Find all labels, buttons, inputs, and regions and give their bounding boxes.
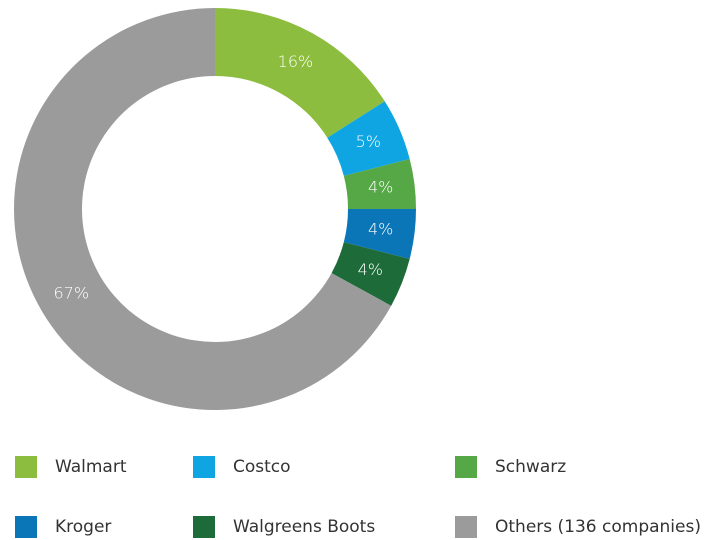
value-label: 4% <box>368 178 393 197</box>
value-label: 5% <box>356 132 381 151</box>
legend-label: Costco <box>233 457 291 477</box>
value-label: 4% <box>368 219 393 238</box>
legend-label: Others (136 companies) <box>495 517 701 537</box>
value-label: 16% <box>278 52 314 71</box>
legend-label: Schwarz <box>495 457 566 477</box>
slice <box>327 101 410 176</box>
legend-swatch <box>193 456 215 478</box>
legend-swatch <box>15 456 37 478</box>
legend-swatch <box>15 516 37 538</box>
legend-swatch <box>455 516 477 538</box>
legend-label: Walmart <box>55 457 127 477</box>
value-label: 67% <box>53 284 89 303</box>
slice <box>331 242 410 306</box>
legend-label: Walgreens Boots <box>233 517 375 537</box>
value-label: 4% <box>358 260 383 279</box>
legend-swatch <box>455 456 477 478</box>
slice <box>215 8 385 138</box>
legend-swatch <box>193 516 215 538</box>
slice <box>13 8 392 410</box>
slice <box>343 209 416 259</box>
slice <box>343 159 416 209</box>
legend-label: Kroger <box>55 517 111 537</box>
